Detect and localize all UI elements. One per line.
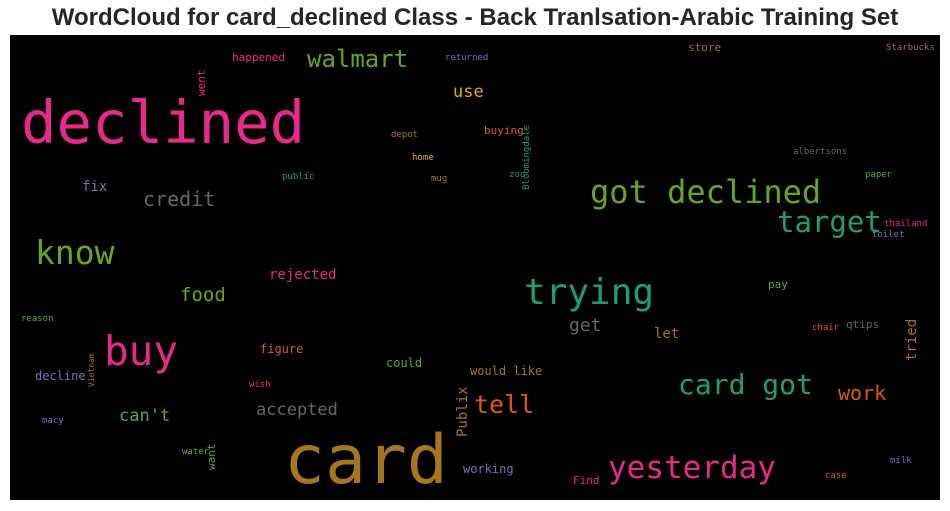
cloud-word: happened [232, 51, 285, 64]
cloud-word: mug [431, 174, 448, 184]
cloud-word: card [284, 421, 448, 500]
cloud-word: got declined [590, 173, 822, 211]
cloud-word: credit [143, 187, 216, 211]
cloud-word: albertsons [793, 147, 848, 157]
cloud-word: would like [470, 364, 543, 378]
cloud-word: yesterday [608, 450, 776, 486]
cloud-word: decline [35, 369, 86, 383]
cloud-word: Vietnam [87, 353, 96, 387]
cloud-word: buying [484, 124, 524, 137]
cloud-word: fix [82, 179, 108, 195]
cloud-word: figure [260, 342, 304, 356]
cloud-word: paper [865, 170, 893, 180]
cloud-word: can't [119, 406, 171, 426]
cloud-word: toilet [872, 230, 905, 240]
cloud-word: rejected [269, 267, 337, 283]
word-cloud-canvas: card declined trying got declined buy kn… [10, 35, 940, 500]
cloud-word: store [688, 41, 722, 54]
cloud-word: went [195, 69, 208, 97]
cloud-word: Find [573, 474, 600, 487]
cloud-word: know [35, 233, 115, 272]
cloud-word: get [569, 315, 602, 336]
cloud-word: returned [445, 53, 489, 63]
cloud-word: could [386, 356, 423, 370]
cloud-word: zoo [509, 170, 526, 180]
cloud-word: wish [249, 380, 271, 390]
cloud-word: pay [768, 278, 788, 291]
cloud-word: public [282, 172, 315, 182]
cloud-word: reason [21, 314, 54, 324]
cloud-word: qtips [846, 318, 880, 331]
cloud-word: milk [890, 456, 912, 466]
cloud-word: card got [678, 368, 813, 401]
cloud-word: target [777, 205, 882, 239]
cloud-word: trying [524, 272, 655, 313]
cloud-word: case [825, 471, 847, 481]
cloud-word: home [412, 153, 434, 163]
cloud-word: Publix [455, 386, 471, 437]
cloud-word: let [654, 326, 680, 342]
cloud-word: water [182, 447, 210, 457]
cloud-word: use [453, 82, 484, 102]
cloud-word: buy [104, 327, 179, 375]
cloud-word: Bloomingdale [522, 124, 532, 190]
cloud-word: food [180, 284, 226, 306]
chart-title: WordCloud for card_declined Class - Back… [51, 4, 899, 31]
cloud-word: declined [21, 88, 306, 157]
cloud-word: walmart [307, 45, 409, 73]
cloud-word: tried [904, 318, 920, 361]
cloud-word: thailand [884, 219, 928, 229]
cloud-word: chair [812, 323, 840, 333]
cloud-word: depot [391, 130, 419, 140]
cloud-word: Starbucks [886, 43, 935, 53]
cloud-word: work [838, 381, 887, 405]
cloud-word: working [463, 462, 514, 476]
cloud-word: macy [42, 416, 64, 426]
cloud-word: accepted [256, 400, 338, 420]
cloud-word: tell [474, 390, 535, 419]
